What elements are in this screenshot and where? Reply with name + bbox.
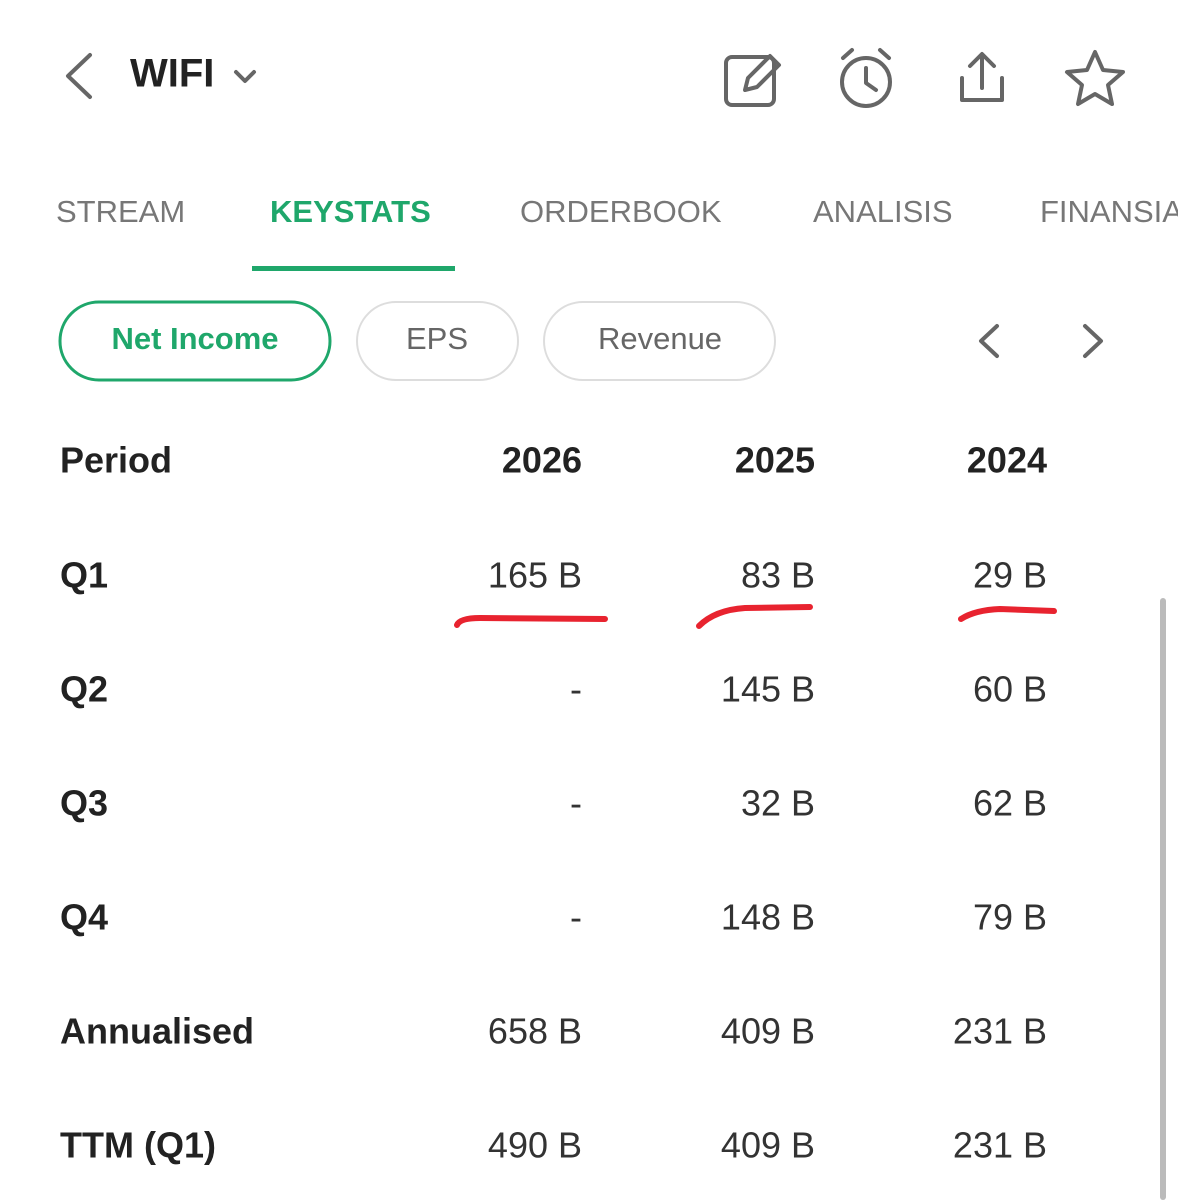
active-tab-indicator <box>252 266 455 271</box>
cell-value: - <box>570 669 582 710</box>
tab[interactable]: STREAM <box>56 194 185 229</box>
chip-active[interactable] <box>58 300 332 382</box>
row-label: Q4 <box>60 897 108 938</box>
next-button[interactable] <box>1083 324 1103 358</box>
cell-value: 658 B <box>488 1011 582 1052</box>
table-header: Period <box>60 440 172 481</box>
annotation-underline <box>454 614 608 628</box>
cell-value: - <box>570 783 582 824</box>
cell-value: 83 B <box>741 555 815 596</box>
share-icon[interactable] <box>960 52 1004 102</box>
tab[interactable]: FINANSIAL <box>1040 194 1178 229</box>
row-label: Q1 <box>60 555 108 596</box>
ticker-dropdown[interactable] <box>234 70 256 83</box>
table-header: 2026 <box>502 440 582 481</box>
table-header: 2025 <box>735 440 815 481</box>
scrollbar <box>1160 598 1166 1200</box>
alarm-icon[interactable] <box>840 48 892 108</box>
tab[interactable]: ORDERBOOK <box>520 194 722 229</box>
chip[interactable] <box>543 301 776 381</box>
cell-value: 490 B <box>488 1125 582 1166</box>
cell-value: 165 B <box>488 555 582 596</box>
cell-value: 231 B <box>953 1011 1047 1052</box>
cell-value: 60 B <box>973 669 1047 710</box>
chip[interactable] <box>356 301 519 381</box>
row-label: Annualised <box>60 1011 254 1052</box>
row-label: TTM (Q1) <box>60 1125 216 1166</box>
cell-value: - <box>570 897 582 938</box>
cell-value: 409 B <box>721 1011 815 1052</box>
chip-label[interactable]: EPS <box>406 321 468 356</box>
chip-label[interactable]: Net Income <box>111 321 278 356</box>
cell-value: 79 B <box>973 897 1047 938</box>
prev-button[interactable] <box>979 324 999 358</box>
tab-active[interactable]: KEYSTATS <box>270 194 431 229</box>
chip-label[interactable]: Revenue <box>598 321 722 356</box>
cell-value: 145 B <box>721 669 815 710</box>
cell-value: 409 B <box>721 1125 815 1166</box>
row-label: Q2 <box>60 669 108 710</box>
star-icon[interactable] <box>1065 50 1125 106</box>
ticker-title[interactable]: WIFI <box>130 52 214 96</box>
tab[interactable]: ANALISIS <box>813 194 953 229</box>
edit-icon[interactable] <box>724 54 781 107</box>
annotation-underline <box>696 604 813 629</box>
cell-value: 148 B <box>721 897 815 938</box>
cell-value: 32 B <box>741 783 815 824</box>
row-label: Q3 <box>60 783 108 824</box>
cell-value: 29 B <box>973 555 1047 596</box>
cell-value: 62 B <box>973 783 1047 824</box>
table-header: 2024 <box>967 440 1047 481</box>
back-button[interactable] <box>66 53 92 99</box>
annotation-underline <box>958 605 1057 622</box>
cell-value: 231 B <box>953 1125 1047 1166</box>
